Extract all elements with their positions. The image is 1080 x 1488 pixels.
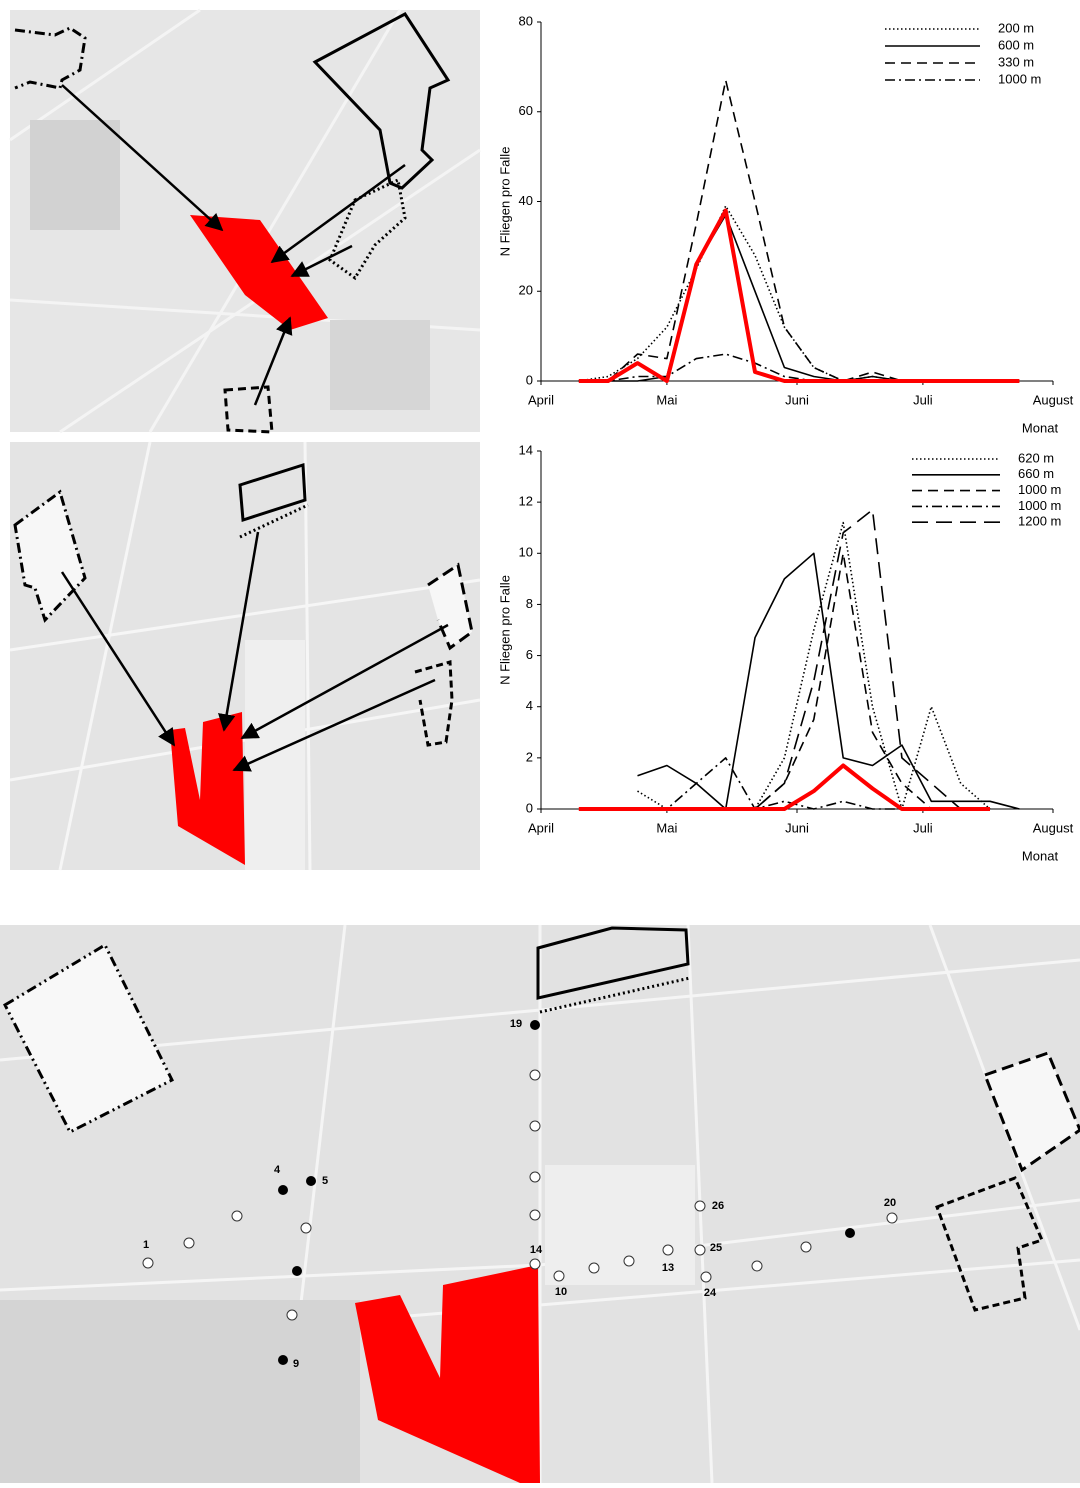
trap-label: 24 bbox=[704, 1287, 717, 1299]
y-tick-label: 60 bbox=[519, 103, 533, 118]
x-tick-label: August bbox=[1033, 392, 1074, 407]
legend-label: 1000 m bbox=[1018, 498, 1061, 513]
x-tick-label: April bbox=[528, 392, 554, 407]
series-line bbox=[578, 214, 990, 382]
trap-label: 5 bbox=[322, 1175, 328, 1187]
y-axis-label: N Fliegen pro Falle bbox=[497, 575, 512, 685]
x-tick-label: Juni bbox=[785, 820, 809, 835]
series-line bbox=[578, 205, 1020, 382]
y-tick-label: 40 bbox=[519, 193, 533, 208]
legend-label: 600 m bbox=[998, 37, 1034, 52]
y-tick-label: 6 bbox=[526, 647, 533, 662]
y-tick-label: 12 bbox=[519, 494, 533, 509]
y-tick-label: 20 bbox=[519, 283, 533, 298]
series-line bbox=[578, 79, 1020, 382]
trap-label: 1 bbox=[143, 1239, 149, 1251]
trap-label: 26 bbox=[712, 1200, 724, 1212]
trap-label: 19 bbox=[510, 1018, 522, 1030]
legend-label: 200 m bbox=[998, 20, 1034, 35]
x-axis-label: Monat bbox=[1022, 420, 1059, 435]
legend-label: 1000 m bbox=[998, 71, 1041, 86]
x-tick-label: Mai bbox=[656, 820, 677, 835]
trap-label: 20 bbox=[884, 1197, 896, 1209]
y-tick-label: 2 bbox=[526, 749, 533, 764]
series-line bbox=[578, 208, 1020, 383]
trap-label: 4 bbox=[274, 1164, 281, 1176]
y-tick-label: 80 bbox=[519, 13, 533, 28]
map-2 bbox=[9, 441, 481, 871]
y-axis-label: N Fliegen pro Falle bbox=[497, 147, 512, 257]
y-tick-label: 8 bbox=[526, 596, 533, 611]
series-line bbox=[637, 521, 991, 810]
x-tick-label: Juli bbox=[913, 392, 933, 407]
trap-label: 9 bbox=[293, 1358, 299, 1370]
x-tick-label: Mai bbox=[656, 392, 677, 407]
x-tick-label: April bbox=[528, 820, 554, 835]
y-tick-label: 0 bbox=[526, 800, 533, 815]
series-line bbox=[637, 552, 1020, 810]
y-tick-label: 14 bbox=[519, 442, 533, 457]
legend-label: 1000 m bbox=[1018, 482, 1061, 497]
map-1 bbox=[9, 8, 481, 434]
y-tick-label: 4 bbox=[526, 698, 533, 713]
y-tick-label: 10 bbox=[519, 545, 533, 560]
x-tick-label: Juli bbox=[913, 820, 933, 835]
legend-label: 660 m bbox=[1018, 466, 1054, 481]
x-tick-label: Juni bbox=[785, 392, 809, 407]
legend-label: 620 m bbox=[1018, 450, 1054, 465]
series-line bbox=[637, 552, 990, 810]
trap-label: 25 bbox=[710, 1242, 722, 1254]
trap-label: 10 bbox=[555, 1286, 567, 1298]
legend-label: 1200 m bbox=[1018, 514, 1061, 529]
x-axis-label: Monat bbox=[1022, 848, 1059, 863]
x-tick-label: August bbox=[1033, 820, 1074, 835]
series-line bbox=[578, 763, 990, 811]
legend-label: 330 m bbox=[998, 54, 1034, 69]
y-tick-label: 0 bbox=[526, 372, 533, 387]
trap-label: 14 bbox=[530, 1244, 543, 1256]
trap-label: 13 bbox=[662, 1262, 674, 1274]
